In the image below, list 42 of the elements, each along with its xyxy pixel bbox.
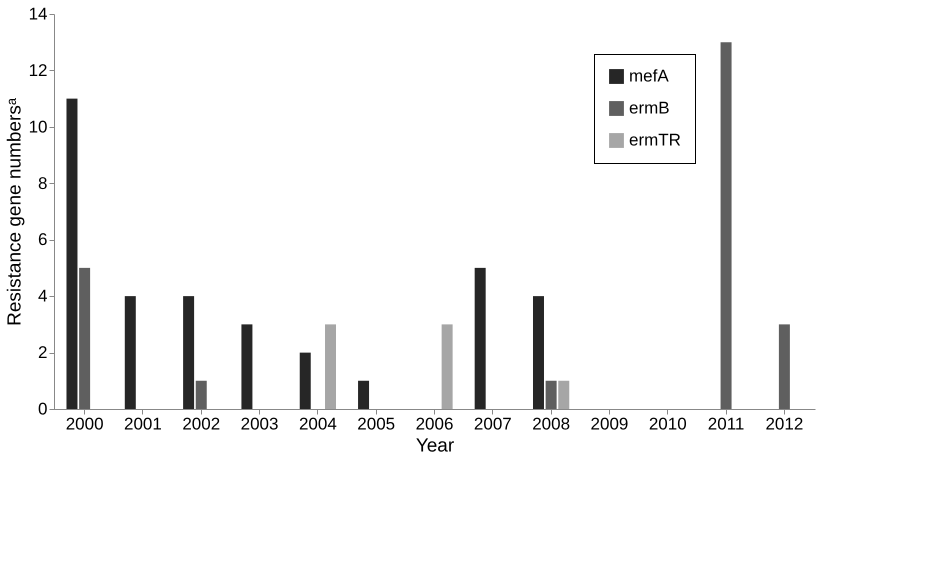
bar <box>183 296 194 409</box>
x-tick-label: 2001 <box>124 414 162 434</box>
y-tick-label: 0 <box>38 400 48 418</box>
bar <box>442 324 453 409</box>
y-axis-title: Resistance gene numbersᵃ <box>4 97 26 326</box>
bar <box>124 296 136 409</box>
bar <box>79 268 90 409</box>
bar <box>720 42 732 409</box>
legend-label: ermTR <box>629 130 681 150</box>
legend-label: ermB <box>629 98 670 118</box>
bar <box>546 380 557 409</box>
y-tick-label: 2 <box>38 343 48 362</box>
bar <box>66 98 78 409</box>
y-tick-label: 6 <box>38 230 48 250</box>
bar <box>300 352 311 409</box>
x-axis-title: Year <box>416 436 455 456</box>
bar <box>474 268 486 409</box>
bar <box>358 380 370 409</box>
x-tick-label: 2012 <box>765 414 804 434</box>
y-tick-label: 8 <box>38 174 48 193</box>
y-tick-label: 12 <box>28 60 48 80</box>
legend-label: mefA <box>629 66 670 86</box>
x-tick-label: 2007 <box>474 414 512 434</box>
y-tick-label: 14 <box>28 4 48 24</box>
y-tick-label: 10 <box>28 117 48 136</box>
x-tick-label: 2000 <box>66 414 104 434</box>
x-tick-label: 2003 <box>240 414 278 434</box>
x-tick-label: 2004 <box>298 414 337 434</box>
bar <box>241 324 252 409</box>
y-tick-label: 4 <box>38 286 48 306</box>
x-tick-label: 2002 <box>182 414 220 434</box>
bar <box>558 380 570 409</box>
bar <box>196 380 207 409</box>
bar <box>778 324 790 409</box>
bar <box>325 324 336 409</box>
x-tick-label: 2006 <box>416 414 454 434</box>
x-tick-label: 2011 <box>708 414 744 434</box>
x-tick-label: 2008 <box>532 414 570 434</box>
x-tick-label: 2005 <box>357 414 396 434</box>
x-tick-label: 2009 <box>590 414 628 434</box>
bar <box>532 296 544 409</box>
x-tick-label: 2010 <box>648 414 687 434</box>
